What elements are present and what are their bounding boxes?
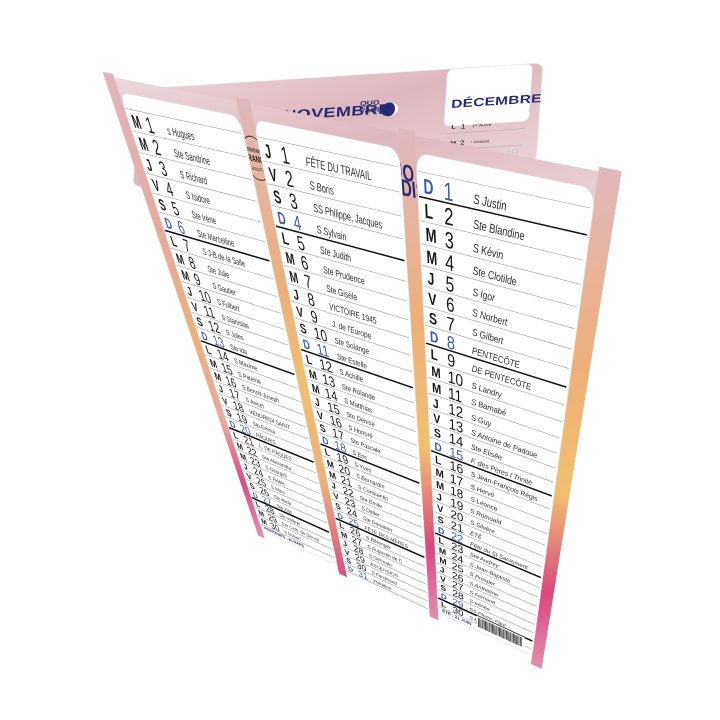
svg-text:1: 1 <box>461 123 466 131</box>
svg-text:J: J <box>427 269 435 290</box>
svg-text:L: L <box>424 199 433 224</box>
svg-text:L: L <box>430 346 438 365</box>
svg-text:D: D <box>423 174 434 200</box>
svg-text:V: V <box>433 411 441 427</box>
svg-text:M: M <box>425 223 437 248</box>
svg-text:L: L <box>451 124 456 130</box>
